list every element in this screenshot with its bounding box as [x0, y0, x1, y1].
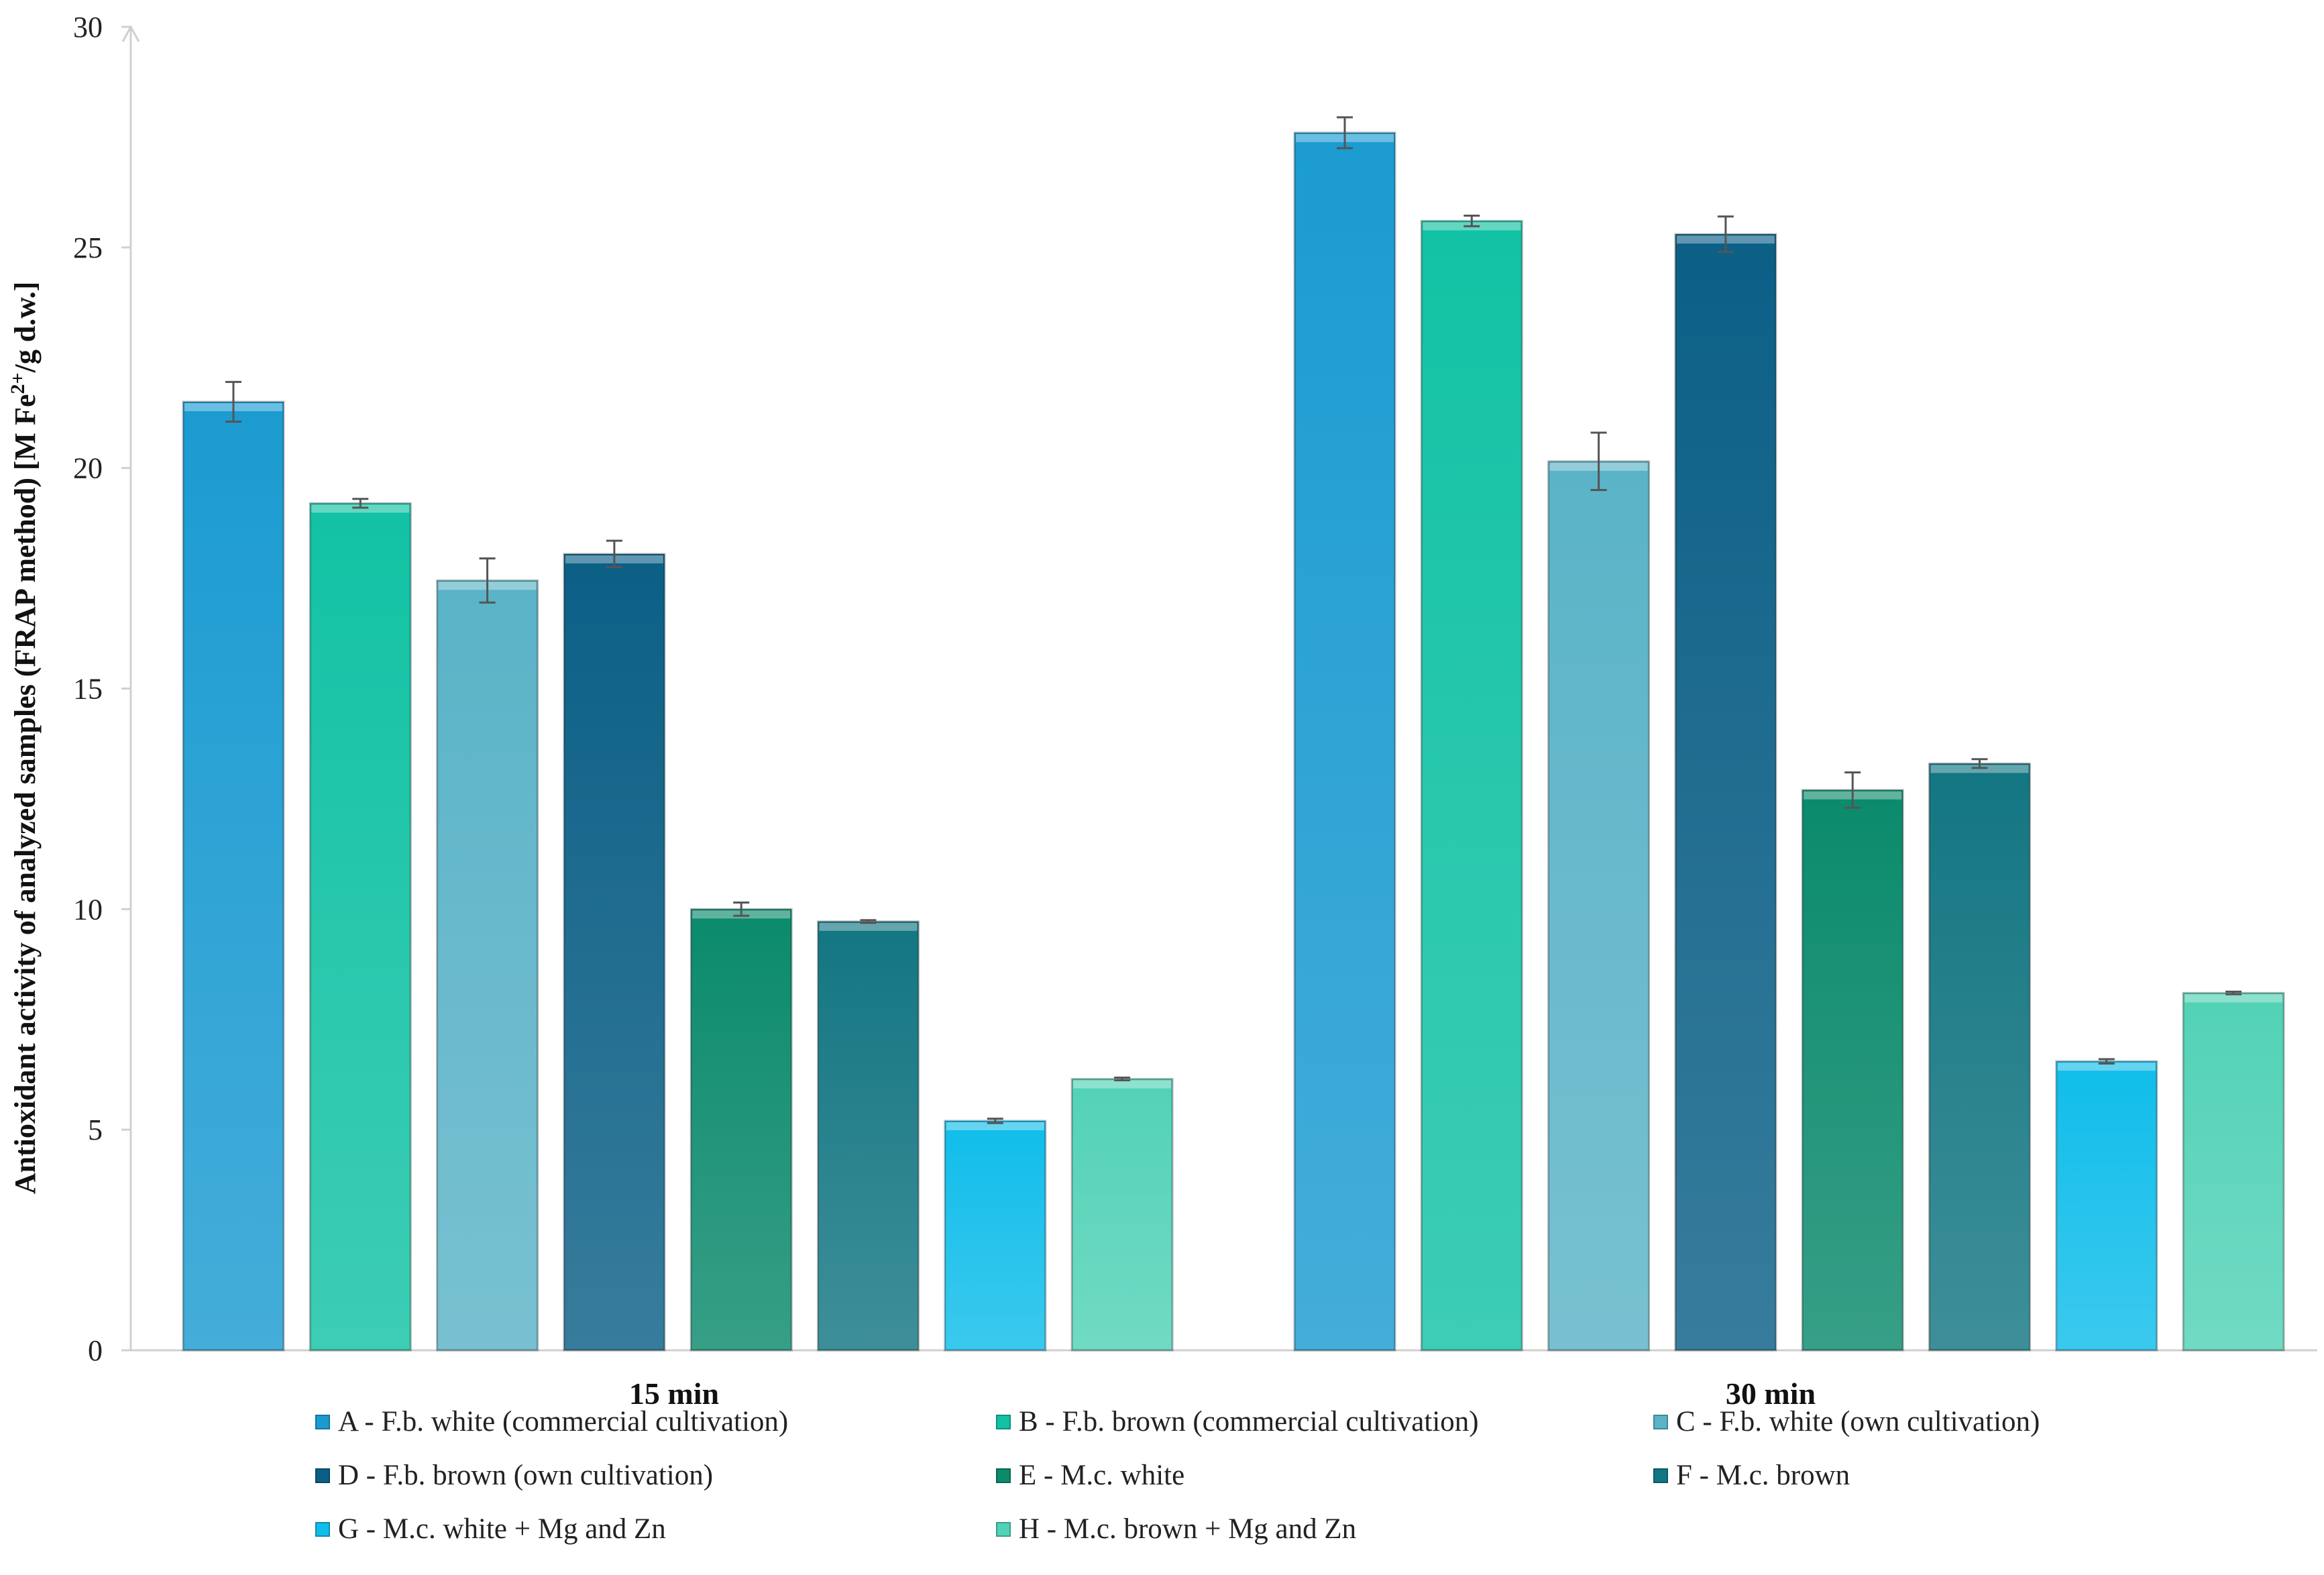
legend-label: C - F.b. white (own cultivation)	[1676, 1406, 2040, 1437]
y-tick-label: 10	[73, 893, 103, 926]
legend-label: A - F.b. white (commercial cultivation)	[338, 1406, 789, 1437]
bar-highlight	[946, 1122, 1044, 1131]
y-tick-label: 30	[73, 11, 103, 44]
legend-label: D - F.b. brown (own cultivation)	[338, 1460, 714, 1491]
legend-label: E - M.c. white	[1019, 1460, 1185, 1491]
bar-15-min-B	[309, 502, 412, 1352]
bar-highlight	[1073, 1080, 1172, 1089]
y-tick-label: 0	[88, 1334, 103, 1367]
legend-label: B - F.b. brown (commercial cultivation)	[1019, 1406, 1479, 1437]
legend-label: G - M.c. white + Mg and Zn	[338, 1513, 666, 1545]
legend-swatch	[996, 1521, 1011, 1537]
legend-item: G - M.c. white + Mg and Zn	[315, 1513, 666, 1545]
bar-30-min-E	[1801, 789, 1904, 1352]
legend-swatch	[996, 1414, 1011, 1429]
legend-swatch	[1653, 1414, 1668, 1429]
bar-15-min-D	[563, 553, 666, 1352]
bar-highlight	[2057, 1063, 2156, 1071]
y-tick-label: 15	[73, 673, 103, 706]
bar-15-min-H	[1070, 1078, 1174, 1352]
bar-30-min-C	[1547, 460, 1651, 1352]
legend-item: F - M.c. brown	[1653, 1459, 1850, 1492]
bar-30-min-B	[1420, 219, 1523, 1352]
category-label: 30 min	[1726, 1376, 1816, 1411]
legend-item: H - M.c. brown + Mg and Zn	[996, 1513, 1356, 1545]
legend-swatch	[996, 1468, 1011, 1483]
legend-swatch	[1653, 1468, 1668, 1483]
legend-swatch	[315, 1414, 330, 1429]
y-axis-label: Antioxidant activity of analyzed samples…	[7, 282, 42, 1195]
legend-label: F - M.c. brown	[1676, 1460, 1850, 1491]
bar-30-min-H	[2182, 991, 2285, 1352]
bar-30-min-F	[1928, 762, 2031, 1352]
y-tick-label: 25	[73, 231, 103, 264]
bar-highlight	[819, 922, 918, 931]
y-tick-label: 5	[88, 1114, 103, 1146]
bar-30-min-D	[1674, 233, 1777, 1352]
legend-label: H - M.c. brown + Mg and Zn	[1019, 1513, 1357, 1545]
bar-15-min-G	[944, 1120, 1047, 1352]
legend-item: B - F.b. brown (commercial cultivation)	[996, 1405, 1479, 1438]
legend-swatch	[315, 1468, 330, 1483]
legend-item: E - M.c. white	[996, 1459, 1184, 1492]
bar-15-min-C	[436, 579, 539, 1352]
legend-item: C - F.b. white (own cultivation)	[1653, 1405, 2040, 1438]
bar-30-min-A	[1293, 131, 1396, 1352]
legend-item: D - F.b. brown (own cultivation)	[315, 1459, 713, 1492]
bar-30-min-G	[2055, 1060, 2158, 1352]
bar-highlight	[2184, 994, 2283, 1003]
legend: A - F.b. white (commercial cultivation) B…	[315, 1405, 2260, 1566]
y-tick-label: 20	[73, 452, 103, 485]
bar-15-min-F	[817, 920, 920, 1352]
error-bars	[225, 116, 2242, 1124]
legend-item: A - F.b. white (commercial cultivation)	[315, 1405, 788, 1438]
legend-swatch	[315, 1521, 330, 1537]
axis-labels: Antioxidant activity of analyzed samples…	[7, 282, 42, 1195]
bar-15-min-A	[182, 400, 285, 1352]
bars	[182, 131, 2285, 1352]
bar-15-min-E	[689, 908, 793, 1352]
category-label: 15 min	[629, 1376, 719, 1411]
